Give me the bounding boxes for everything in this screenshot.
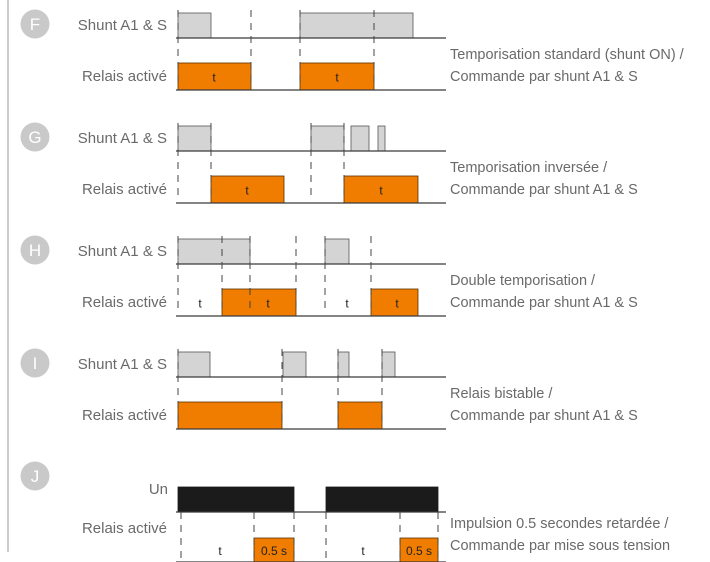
output-signal-label: Relais activé — [82, 520, 167, 537]
input-pulse — [377, 125, 386, 152]
input-pulse — [282, 351, 307, 378]
input-pulse — [310, 125, 345, 152]
mode-description-line: Commande par shunt A1 & S — [450, 69, 638, 85]
mode-letter: G — [28, 128, 41, 147]
mode-letter: F — [30, 15, 40, 34]
input-pulse — [177, 351, 211, 378]
input-pulse — [177, 238, 251, 265]
relay-pulse — [253, 537, 295, 562]
relay-time-label: t — [266, 297, 270, 311]
mode-description-line: Temporisation standard (shunt ON) / — [450, 47, 685, 63]
mode-f-group: F Shunt A1 & S Relais activé t t Temporisatio… — [20, 9, 685, 91]
mode-badge — [20, 235, 50, 265]
relay-time-label: t — [379, 184, 383, 198]
output-signal-label: Relais activé — [82, 68, 167, 85]
input-signal-label: Shunt A1 & S — [78, 17, 167, 34]
input-pulse — [325, 486, 439, 513]
relay-time-label: t — [335, 71, 339, 85]
relay-pulse — [343, 175, 419, 204]
input-pulse — [381, 351, 396, 378]
input-pulse — [177, 486, 295, 513]
relay-pulse — [221, 288, 297, 317]
mode-description-line: Impulsion 0.5 secondes retardée / — [450, 516, 669, 532]
mode-j-group: J Un Relais activé 0.5 s 0.5 s t t Impulsion 0.… — [20, 461, 670, 562]
mode-letter: J — [31, 467, 40, 486]
mode-h-group: H Shunt A1 & S Relais activé t t t t Double tem… — [20, 235, 638, 317]
input-pulse — [337, 351, 350, 378]
output-signal-label: Relais activé — [82, 181, 167, 198]
mode-description-line: Commande par shunt A1 & S — [450, 408, 638, 424]
mode-description-line: Commande par shunt A1 & S — [450, 182, 638, 198]
delay-time-label: t — [361, 544, 365, 558]
relay-pulse — [177, 401, 283, 430]
input-pulse — [299, 12, 414, 39]
mode-badge — [20, 122, 50, 152]
delay-time-label: t — [198, 297, 202, 311]
mode-description-line: Double temporisation / — [450, 273, 596, 289]
input-signal-label: Shunt A1 & S — [78, 243, 167, 260]
relay-time-label: t — [245, 184, 249, 198]
mode-description-line: Relais bistable / — [450, 386, 553, 402]
mode-description-line: Temporisation inversée / — [450, 160, 608, 176]
input-pulse — [324, 238, 350, 265]
relay-pulse — [399, 537, 439, 562]
input-pulse — [350, 125, 370, 152]
input-signal-label: Shunt A1 & S — [78, 130, 167, 147]
relay-time-label: t — [212, 71, 216, 85]
output-signal-label: Relais activé — [82, 294, 167, 311]
mode-i-group: I Shunt A1 & S Relais activé Relais bistabl… — [20, 348, 638, 430]
input-signal-label: Shunt A1 & S — [78, 356, 167, 373]
relay-pulse — [337, 401, 383, 430]
mode-badge — [20, 9, 50, 39]
delay-time-label: t — [218, 544, 222, 558]
input-pulse — [177, 12, 212, 39]
mode-g-group: G Shunt A1 & S Relais activé t t Temporisatio… — [20, 122, 638, 204]
mode-description-line: Commande par shunt A1 & S — [450, 295, 638, 311]
mode-description-line: Commande par mise sous tension — [450, 538, 670, 554]
relay-time-label: 0.5 s — [406, 544, 432, 558]
mode-badge — [20, 461, 50, 491]
relay-time-label: 0.5 s — [261, 544, 287, 558]
relay-pulse — [177, 62, 252, 91]
delay-time-label: t — [345, 297, 349, 311]
input-pulse — [177, 125, 212, 152]
mode-badge — [20, 348, 50, 378]
relay-time-label: t — [395, 297, 399, 311]
output-signal-label: Relais activé — [82, 407, 167, 424]
mode-letter: H — [29, 241, 41, 260]
mode-letter: I — [33, 354, 38, 373]
input-signal-label: Un — [149, 481, 168, 498]
